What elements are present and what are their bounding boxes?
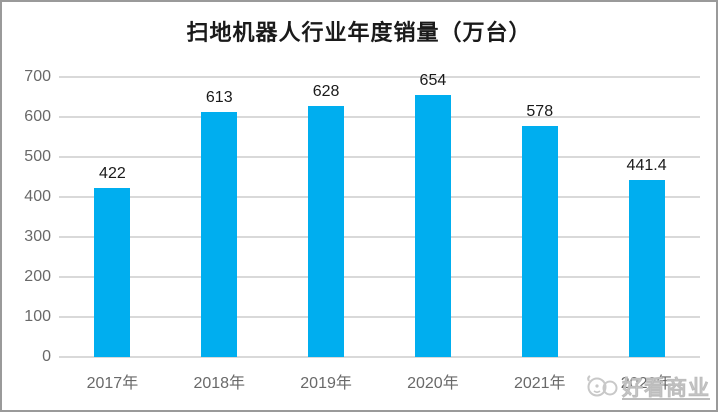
y-tick-label: 500 xyxy=(24,148,51,165)
gridline xyxy=(59,316,700,318)
bar-2022年 xyxy=(628,180,665,357)
x-tick-label: 2018年 xyxy=(193,375,246,392)
y-tick-label: 200 xyxy=(24,268,51,285)
y-tick-label: 300 xyxy=(24,228,51,245)
bar-2018年 xyxy=(201,111,238,357)
gridline xyxy=(59,276,700,278)
x-tick-label: 2022年 xyxy=(620,375,673,392)
x-tick-label: 2021年 xyxy=(513,375,566,392)
bar-value-label: 628 xyxy=(312,82,340,100)
bar-value-label: 578 xyxy=(526,102,554,120)
x-tick-label: 2019年 xyxy=(300,375,352,392)
y-tick-label: 400 xyxy=(24,188,51,205)
plot-area: 0 100 200 300 400 500 600 700 422 2017年 613 2018年 62… xyxy=(24,68,700,392)
gridline xyxy=(59,196,700,198)
gridline xyxy=(59,116,700,118)
bar-value-label: 613 xyxy=(205,88,233,106)
y-tick-label: 600 xyxy=(24,108,51,125)
y-tick-label: 100 xyxy=(24,308,51,325)
y-tick-label: 700 xyxy=(24,68,51,85)
bar-2017年 xyxy=(94,188,131,357)
bar-value-label: 441.4 xyxy=(626,157,667,175)
y-tick-label: 0 xyxy=(42,348,51,365)
bar-value-label: 654 xyxy=(419,72,447,90)
bar-2019年 xyxy=(308,105,345,357)
gridline xyxy=(59,356,700,358)
gridline xyxy=(59,236,700,238)
gridline xyxy=(59,156,700,158)
chart-title: 扫地机器人行业年度销量（万台） xyxy=(186,20,532,45)
gridline xyxy=(59,76,700,78)
bar-2021年 xyxy=(521,125,558,357)
x-tick-label: 2017年 xyxy=(86,375,139,392)
bar-value-label: 422 xyxy=(99,165,126,183)
bar-2020年 xyxy=(414,95,451,357)
x-tick-label: 2020年 xyxy=(407,375,459,392)
